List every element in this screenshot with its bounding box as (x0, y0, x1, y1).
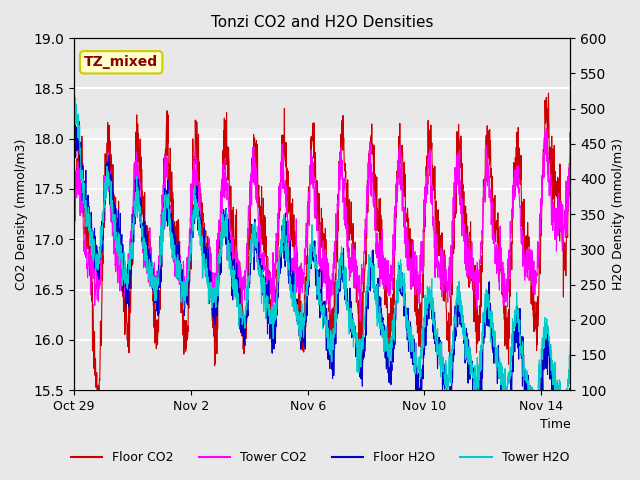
Legend: Floor CO2, Tower CO2, Floor H2O, Tower H2O: Floor CO2, Tower CO2, Floor H2O, Tower H… (66, 446, 574, 469)
X-axis label: Time: Time (540, 419, 570, 432)
Y-axis label: H2O Density (mmol/m3): H2O Density (mmol/m3) (612, 138, 625, 290)
Text: TZ_mixed: TZ_mixed (84, 55, 158, 69)
Y-axis label: CO2 Density (mmol/m3): CO2 Density (mmol/m3) (15, 138, 28, 290)
Title: Tonzi CO2 and H2O Densities: Tonzi CO2 and H2O Densities (211, 15, 433, 30)
Bar (74, 129, 570, 259)
